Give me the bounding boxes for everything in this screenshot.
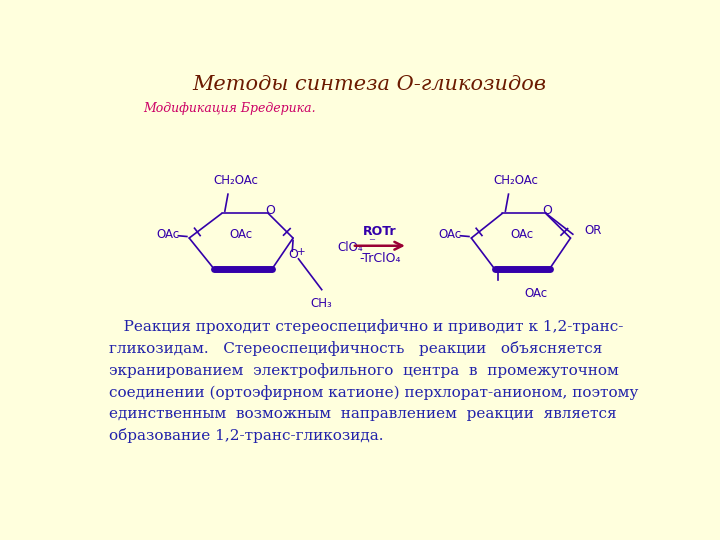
Text: O: O [288, 248, 298, 261]
Text: OR: OR [585, 224, 602, 237]
Text: CH₃: CH₃ [311, 297, 333, 310]
Text: -TrClO₄: -TrClO₄ [359, 252, 400, 265]
Text: OAc: OAc [156, 228, 179, 241]
Text: O: O [542, 204, 552, 217]
Text: OAc: OAc [524, 287, 547, 300]
Text: Модификация Бредерика.: Модификация Бредерика. [143, 102, 315, 115]
Text: CH₂OAc: CH₂OAc [494, 174, 539, 187]
Text: ⁻: ⁻ [368, 236, 375, 249]
Text: OAc: OAc [230, 228, 253, 241]
Text: CH₂OAc: CH₂OAc [213, 174, 258, 187]
Text: OAc: OAc [510, 228, 534, 241]
Text: Реакция проходит стереоспецифично и приводит к 1,2-транс-
гликозидам.   Стереосп: Реакция проходит стереоспецифично и прив… [109, 319, 639, 443]
Text: OAc: OAc [438, 228, 462, 241]
Text: Методы синтеза О-гликозидов: Методы синтеза О-гликозидов [192, 75, 546, 93]
Text: +: + [297, 247, 305, 257]
Text: O: O [265, 204, 275, 217]
Text: ROTr: ROTr [363, 225, 397, 238]
Text: ClO₄: ClO₄ [337, 241, 363, 254]
